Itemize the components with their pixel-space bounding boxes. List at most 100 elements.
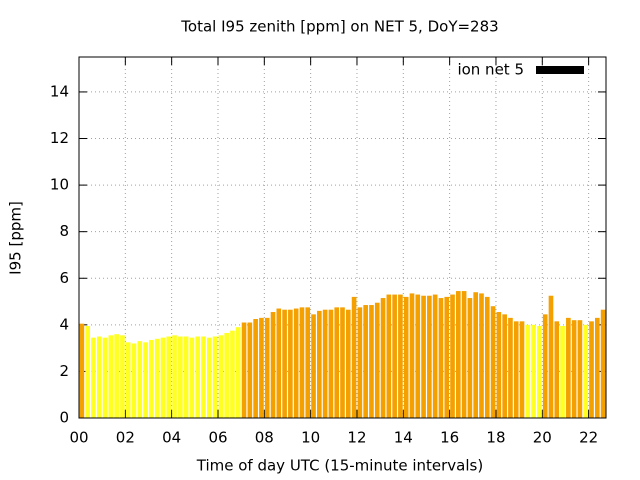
bar xyxy=(554,321,560,418)
y-tick-label: 4 xyxy=(59,315,69,333)
bar xyxy=(380,298,386,418)
bar xyxy=(345,309,351,418)
bar xyxy=(259,317,264,418)
bar xyxy=(311,314,316,418)
bar xyxy=(473,292,479,418)
bar xyxy=(224,332,229,418)
x-tick-label: 04 xyxy=(162,429,181,447)
bar xyxy=(490,306,496,418)
x-tick-label: 06 xyxy=(208,429,227,447)
bar xyxy=(502,314,507,418)
x-tick-label: 14 xyxy=(394,429,413,447)
x-tick-label: 22 xyxy=(579,429,598,447)
bar xyxy=(421,295,426,418)
bar xyxy=(398,294,403,418)
bar xyxy=(334,307,340,418)
bar xyxy=(79,323,85,418)
bar xyxy=(548,295,554,418)
bar xyxy=(508,317,513,418)
bar xyxy=(212,336,218,418)
bar xyxy=(195,336,201,418)
bar xyxy=(293,308,299,418)
bar xyxy=(149,339,154,418)
bar xyxy=(589,321,594,418)
chart-title: Total I95 zenith [ppm] on NET 5, DoY=283 xyxy=(180,18,498,36)
bar xyxy=(519,321,525,418)
bar xyxy=(369,305,374,418)
bar xyxy=(479,293,484,418)
bar xyxy=(600,309,606,418)
bar xyxy=(235,327,241,418)
bar xyxy=(322,309,328,418)
bar xyxy=(172,335,177,418)
x-axis-label: Time of day UTC (15-minute intervals) xyxy=(196,457,483,475)
y-tick-label: 6 xyxy=(59,269,69,287)
bar xyxy=(102,337,108,418)
y-tick-label: 2 xyxy=(59,362,69,380)
bar xyxy=(403,296,409,418)
bar xyxy=(264,317,270,418)
x-tick-label: 02 xyxy=(116,429,135,447)
bar xyxy=(276,308,282,418)
bar xyxy=(340,307,345,418)
bar xyxy=(583,324,589,418)
y-tick-label: 10 xyxy=(50,176,69,194)
bar xyxy=(577,320,583,418)
bar xyxy=(218,335,224,418)
bar xyxy=(160,337,166,418)
bar xyxy=(247,322,253,418)
bar xyxy=(288,309,293,418)
bar xyxy=(189,337,195,418)
legend-swatch xyxy=(536,66,584,74)
bar xyxy=(253,319,258,418)
bar xyxy=(432,294,438,418)
x-tick-label: 20 xyxy=(533,429,552,447)
bar xyxy=(143,342,148,418)
bar xyxy=(178,336,183,418)
y-tick-label: 12 xyxy=(50,129,69,147)
x-tick-label: 08 xyxy=(255,429,274,447)
bar xyxy=(328,309,334,418)
plot-border xyxy=(78,56,607,419)
bar xyxy=(560,326,565,418)
bar xyxy=(450,294,455,418)
bar xyxy=(114,334,119,418)
x-tick-label: 00 xyxy=(69,429,88,447)
bar xyxy=(137,341,143,418)
bar xyxy=(363,305,368,418)
bar xyxy=(230,330,235,418)
bar xyxy=(392,294,397,418)
bar xyxy=(456,291,461,418)
bar xyxy=(317,310,322,418)
bar xyxy=(91,337,96,418)
bar xyxy=(206,337,212,418)
bar xyxy=(183,336,189,418)
bar xyxy=(409,293,415,418)
bar xyxy=(357,307,363,418)
bar xyxy=(513,321,519,418)
bar xyxy=(566,317,571,418)
bar xyxy=(461,291,467,418)
y-axis-label: I95 [ppm] xyxy=(7,201,25,275)
bar xyxy=(571,320,577,418)
bar xyxy=(299,307,305,418)
x-tick-label: 16 xyxy=(440,429,459,447)
bar xyxy=(351,296,357,418)
bar xyxy=(537,326,542,418)
bar xyxy=(85,326,91,418)
legend-label: ion net 5 xyxy=(457,61,524,79)
y-tick-label: 8 xyxy=(59,222,69,240)
bar xyxy=(467,298,473,418)
bar xyxy=(427,295,432,418)
bar xyxy=(108,335,114,418)
bar xyxy=(96,336,102,418)
bar xyxy=(444,296,450,418)
y-tick-label: 0 xyxy=(59,409,69,427)
bar xyxy=(438,298,444,418)
bar xyxy=(531,324,536,418)
bar xyxy=(305,307,311,418)
bar xyxy=(542,314,548,418)
bar xyxy=(594,317,600,418)
bar xyxy=(270,312,276,418)
